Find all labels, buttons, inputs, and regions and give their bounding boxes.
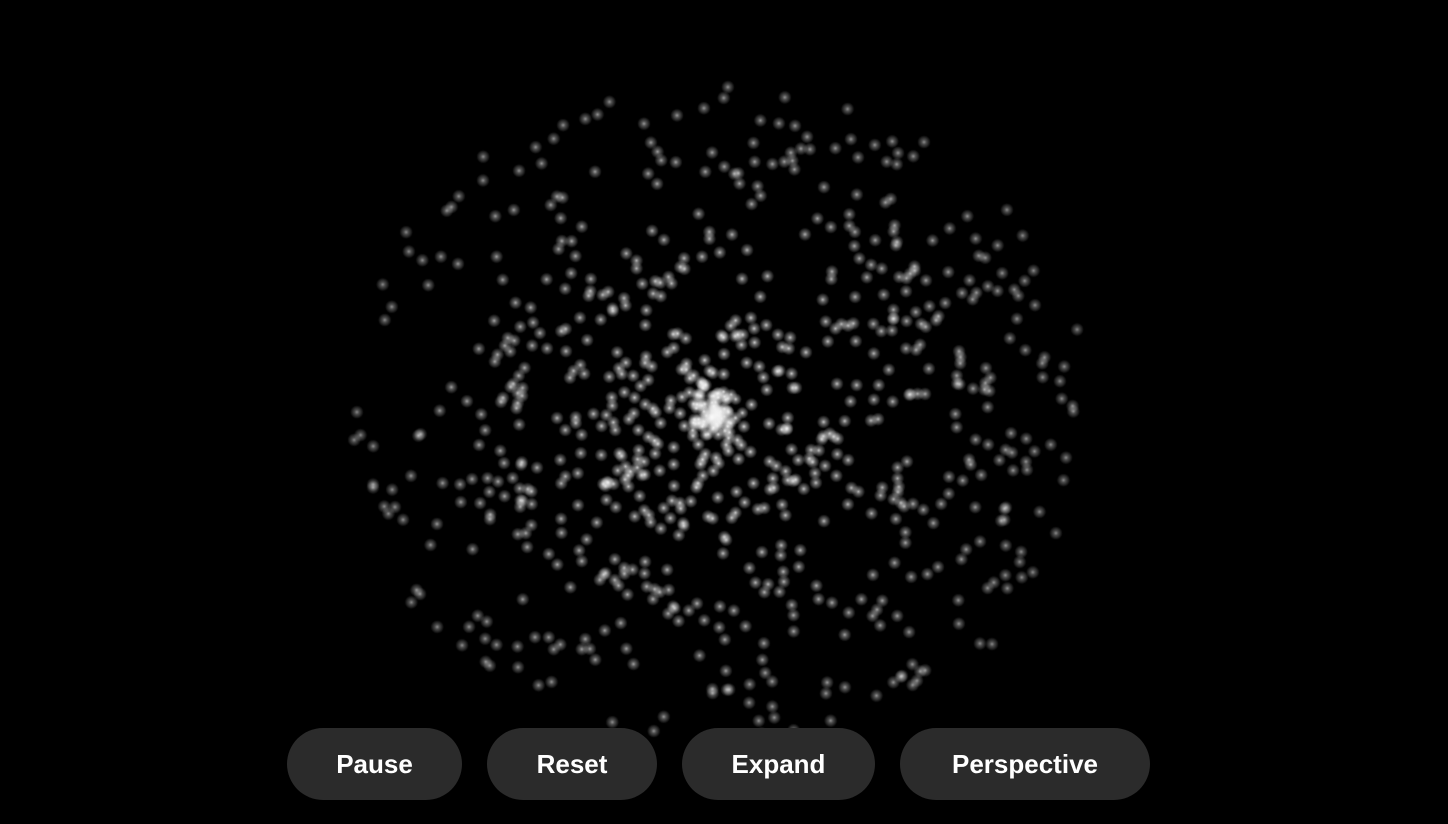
pause-button[interactable]: Pause xyxy=(287,728,462,800)
reset-button[interactable]: Reset xyxy=(487,728,657,800)
perspective-button[interactable]: Perspective xyxy=(900,728,1150,800)
expand-button[interactable]: Expand xyxy=(682,728,875,800)
control-bar: Pause Reset Expand Perspective xyxy=(287,728,1150,800)
